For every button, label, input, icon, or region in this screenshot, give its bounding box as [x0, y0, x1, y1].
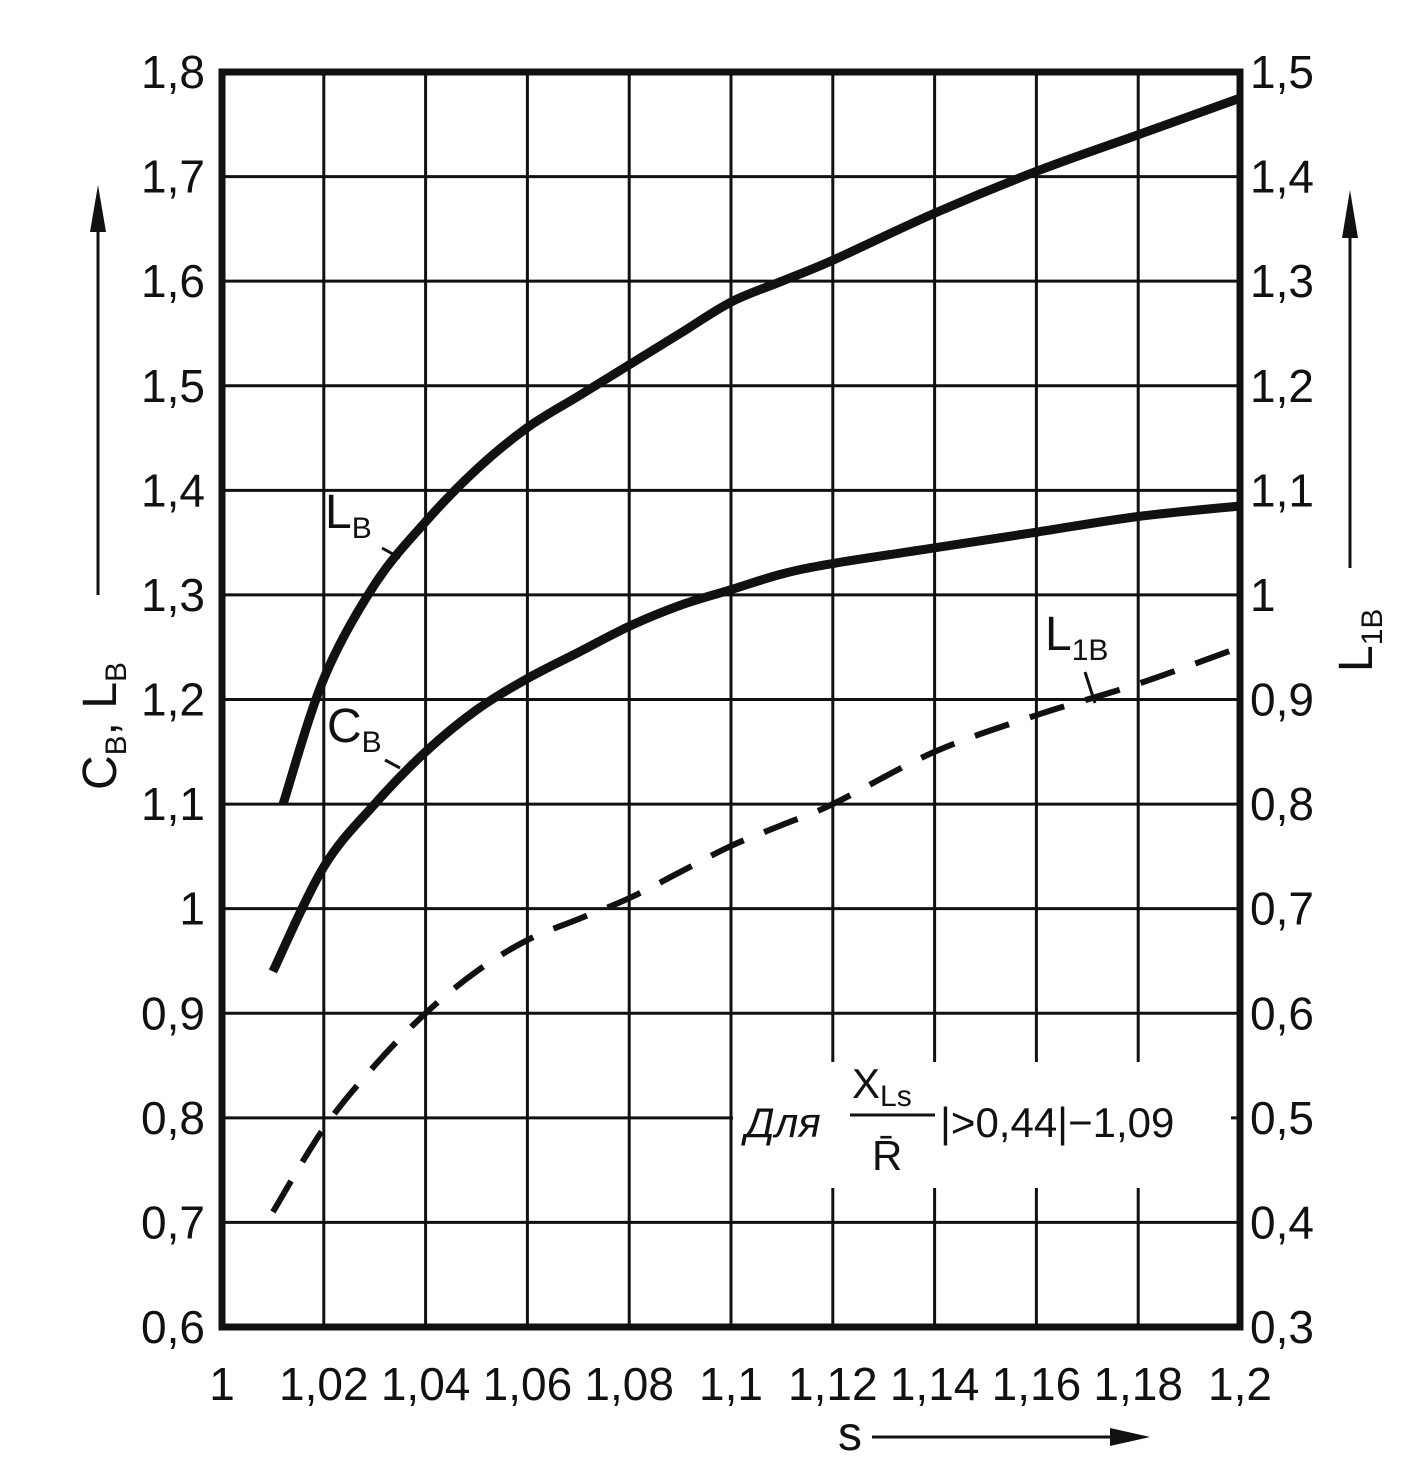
y-right-tick-label: 0,6: [1250, 987, 1314, 1039]
series-label-l1b: L1B: [1045, 608, 1108, 667]
annotation-background: [733, 1062, 1231, 1188]
x-tick-label: 1,14: [890, 1358, 980, 1410]
y-left-tick-label: 1,2: [141, 674, 205, 726]
annotation-denominator: R̄: [872, 1132, 902, 1179]
x-tick-label: 1,16: [992, 1358, 1082, 1410]
y-left-axis-label: CB, LB: [74, 662, 133, 790]
y-right-tick-label: 0,8: [1250, 778, 1314, 830]
annotation-numerator: XLs: [852, 1060, 912, 1113]
annotation-condition: |>0,44|−1,09: [940, 1099, 1174, 1146]
x-tick-label: 1,2: [1208, 1358, 1272, 1410]
y-left-tick-label: 1,6: [141, 255, 205, 307]
y-left-tick-label: 1,1: [141, 778, 205, 830]
curve-l1b: [270, 644, 1242, 1214]
y-left-tick-labels: 0,6 0,7 0,8 0,9 1 1,1 1,2 1,3 1,4 1,5 1,6 1,7 1,8: [141, 46, 205, 1353]
x-tick-label: 1,08: [584, 1358, 674, 1410]
plot-frame: [218, 68, 1244, 1331]
y-left-tick-label: 1,4: [141, 464, 205, 516]
x-axis-arrow: [872, 1428, 1150, 1446]
y-left-tick-label: 1,8: [141, 46, 205, 98]
series-leader-l1b: [1083, 671, 1097, 704]
y-left-tick-label: 1,7: [141, 151, 205, 203]
x-tick-label: 1: [209, 1358, 235, 1410]
x-tick-label: 1,18: [1093, 1358, 1183, 1410]
y-right-tick-label: 1,4: [1250, 151, 1314, 203]
y-left-tick-label: 1: [179, 883, 205, 935]
series-leader-lb: [381, 546, 401, 560]
curve-cb: [268, 501, 1241, 974]
x-tick-label: 1,12: [788, 1358, 878, 1410]
curve-lb: [278, 93, 1242, 806]
y-left-tick-label: 0,9: [141, 987, 205, 1039]
y-right-tick-label: 0,3: [1250, 1301, 1314, 1353]
y-right-tick-label: 1,5: [1250, 46, 1314, 98]
series-leader-cb: [384, 758, 401, 770]
y-right-axis-label: L1B: [1330, 609, 1389, 672]
y-right-tick-label: 1,1: [1250, 464, 1314, 516]
series-label-lb: LB: [325, 486, 372, 545]
y-right-tick-label: 0,7: [1250, 883, 1314, 935]
annotation-prefix: Для: [741, 1099, 821, 1146]
x-tick-label: 1,04: [381, 1358, 471, 1410]
x-tick-label: 1,06: [483, 1358, 573, 1410]
y-right-tick-label: 0,4: [1250, 1196, 1314, 1248]
x-tick-label: 1,1: [699, 1358, 763, 1410]
x-axis-label: s: [838, 1408, 862, 1461]
y-right-tick-label: 1,2: [1250, 360, 1314, 412]
x-tick-label: 1,02: [279, 1358, 369, 1410]
y-right-tick-label: 1: [1250, 569, 1276, 621]
y-right-tick-label: 0,5: [1250, 1092, 1314, 1144]
y-left-tick-label: 1,5: [141, 360, 205, 412]
series-label-cb: CB: [327, 700, 382, 759]
y-left-tick-label: 1,3: [141, 569, 205, 621]
y-left-tick-label: 0,8: [141, 1092, 205, 1144]
grid-lines: [222, 72, 1240, 1327]
y-right-tick-labels: 0,3 0,4 0,5 0,6 0,7 0,8 0,9 1 1,1 1,2 1,3 1,4 1,5: [1250, 46, 1314, 1353]
y-left-tick-label: 0,6: [141, 1301, 205, 1353]
y-right-tick-label: 0,9: [1250, 674, 1314, 726]
curves: [268, 93, 1242, 1214]
x-tick-labels: 1 1,02 1,04 1,06 1,08 1,1 1,12 1,14 1,16 1,18 1,2: [209, 1358, 1272, 1410]
y-left-tick-label: 0,7: [141, 1196, 205, 1248]
y-right-axis-arrow: [1342, 190, 1358, 568]
y-right-tick-label: 1,3: [1250, 255, 1314, 307]
y-left-axis-arrow: [90, 185, 106, 595]
